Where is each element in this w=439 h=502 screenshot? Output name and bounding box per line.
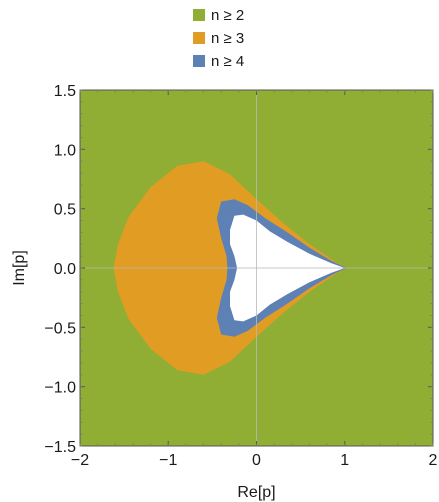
legend-swatch [193, 9, 205, 21]
y-tick-label: 1.5 [54, 83, 76, 100]
legend-label: n ≥ 2 [211, 7, 244, 24]
y-tick-label: −0.5 [44, 320, 76, 337]
y-tick-label: 0.0 [54, 261, 76, 278]
axis-ticks: −2 −1 0 1 2 −1.5 −1.0 −0.5 0.0 0.5 1.0 1.5 [44, 83, 437, 469]
y-axis-label: Im[p] [11, 250, 28, 286]
y-tick-label: 1.0 [54, 142, 76, 159]
zero-lines [80, 90, 433, 446]
x-tick-label: −1 [159, 452, 177, 469]
y-tick-label: −1.0 [44, 380, 76, 397]
legend-label: n ≥ 4 [211, 53, 244, 70]
x-tick-label: 2 [429, 452, 438, 469]
y-tick-label: 0.5 [54, 202, 76, 219]
legend: n ≥ 2 n ≥ 3 n ≥ 4 [193, 7, 244, 70]
y-tick-label: −1.5 [44, 439, 76, 456]
legend-swatch [193, 32, 205, 44]
x-axis-label: Re[p] [237, 484, 275, 501]
legend-swatch [193, 55, 205, 67]
x-tick-label: 0 [252, 452, 261, 469]
x-tick-label: 1 [340, 452, 349, 469]
x-tick-label: −2 [71, 452, 89, 469]
legend-label: n ≥ 3 [211, 30, 244, 47]
